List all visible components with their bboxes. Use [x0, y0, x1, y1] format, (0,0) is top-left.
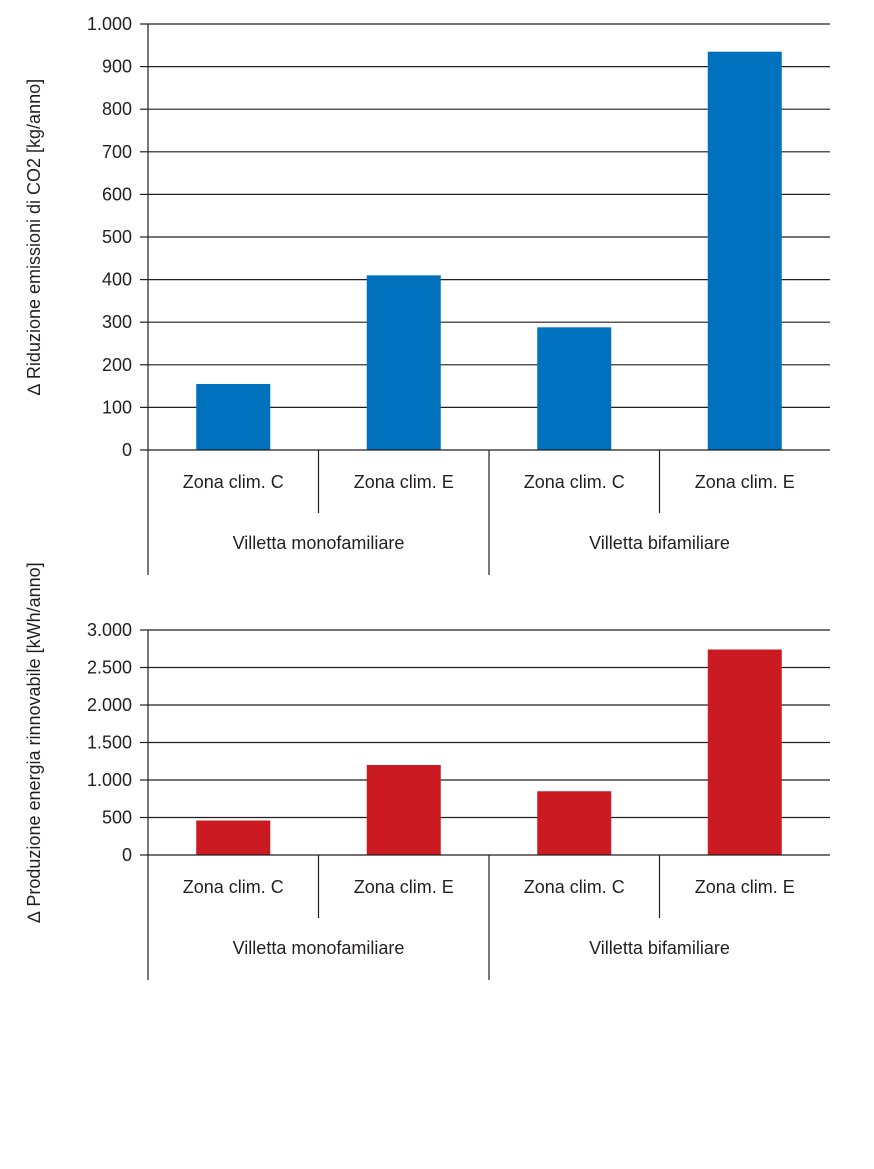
x-category-label: Zona clim. C	[524, 472, 625, 492]
y-axis-label: ∆ Riduzione emissioni di CO2 [kg/anno]	[24, 79, 44, 395]
y-tick-label: 0	[122, 440, 132, 460]
y-tick-label: 900	[102, 57, 132, 77]
y-tick-label: 600	[102, 184, 132, 204]
bar	[366, 765, 441, 855]
bar	[196, 820, 271, 855]
co2-reduction-chart: 0 100 200 300 400 500 600 700 800 900 1.000 Zona cl…	[24, 14, 830, 575]
y-tick-label: 700	[102, 142, 132, 162]
x-group-label: Villetta monofamiliare	[233, 533, 405, 553]
x-category-label: Zona clim. E	[695, 877, 795, 897]
y-tick-label: 100	[102, 397, 132, 417]
x-group-label: Villetta bifamiliare	[589, 533, 730, 553]
y-tick-label: 1.500	[87, 733, 132, 753]
y-tick-label: 1.000	[87, 14, 132, 34]
y-tick-label: 0	[122, 845, 132, 865]
y-axis-label: ∆ Produzione energia rinnovabile [kWh/an…	[24, 562, 44, 922]
y-tick-label: 3.000	[87, 620, 132, 640]
bar	[537, 791, 612, 855]
x-category-label: Zona clim. E	[695, 472, 795, 492]
bar	[366, 275, 441, 450]
y-tick-label: 500	[102, 808, 132, 828]
y-tick-label: 800	[102, 99, 132, 119]
x-group-label: Villetta bifamiliare	[589, 938, 730, 958]
x-category-label: Zona clim. E	[354, 472, 454, 492]
y-tick-label: 500	[102, 227, 132, 247]
y-tick-label: 300	[102, 312, 132, 332]
x-category-label: Zona clim. C	[183, 877, 284, 897]
x-group-label: Villetta monofamiliare	[233, 938, 405, 958]
y-tick-label: 400	[102, 270, 132, 290]
bar	[196, 383, 271, 450]
bar	[707, 51, 782, 450]
renewable-energy-chart: 0 500 1.000 1.500 2.000 2.500 3.000 Zona clim. …	[24, 562, 830, 980]
y-tick-label: 2.500	[87, 658, 132, 678]
x-category-label: Zona clim. C	[524, 877, 625, 897]
y-tick-label: 200	[102, 355, 132, 375]
bar	[537, 327, 612, 450]
x-category-label: Zona clim. C	[183, 472, 284, 492]
y-tick-label: 2.000	[87, 695, 132, 715]
y-tick-label: 1.000	[87, 770, 132, 790]
bar	[707, 649, 782, 855]
x-category-label: Zona clim. E	[354, 877, 454, 897]
